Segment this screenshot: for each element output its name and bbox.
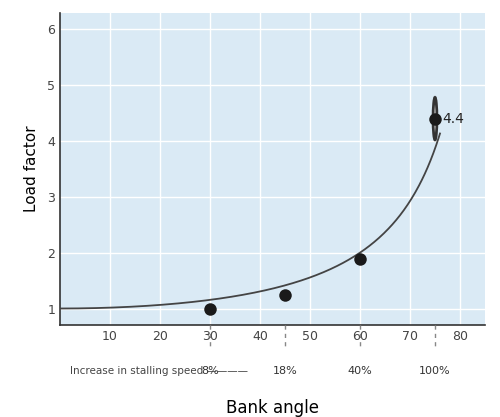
Y-axis label: Load factor: Load factor: [24, 126, 39, 212]
Text: 18%: 18%: [272, 366, 297, 376]
Text: 4.4: 4.4: [442, 112, 464, 126]
Text: 8%: 8%: [201, 366, 219, 376]
X-axis label: Bank angle: Bank angle: [226, 399, 319, 417]
Text: 40%: 40%: [348, 366, 372, 376]
Circle shape: [433, 98, 437, 140]
Text: Increase in stalling speed ————: Increase in stalling speed ————: [70, 366, 248, 376]
Text: 100%: 100%: [419, 366, 451, 376]
